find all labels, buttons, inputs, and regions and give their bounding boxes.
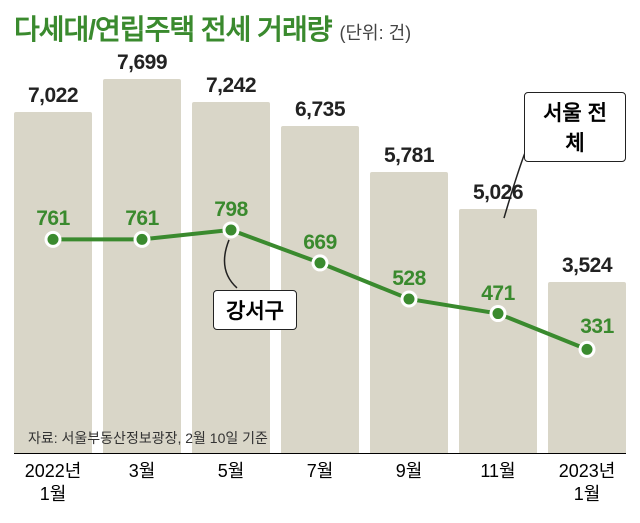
chart-unit: (단위: 건) xyxy=(339,19,411,45)
line-value-label: 331 xyxy=(580,315,614,339)
x-axis-label: 3월 xyxy=(129,460,156,483)
chart-title: 다세대/연립주택 전세 거래량 xyxy=(14,8,331,48)
x-axis-label: 5월 xyxy=(218,460,245,483)
callout-leader xyxy=(225,240,238,288)
line-marker xyxy=(402,292,416,306)
line-marker xyxy=(313,256,327,270)
line-value-label: 761 xyxy=(125,207,159,231)
x-axis-label: 11월 xyxy=(480,460,515,483)
line-value-label: 761 xyxy=(36,207,70,231)
line-value-label: 798 xyxy=(214,198,248,222)
x-axis-label: 7월 xyxy=(307,460,334,483)
line-marker xyxy=(46,232,60,246)
line-marker xyxy=(135,232,149,246)
chart-area: 3,5245,0265,7816,7357,2427,6997,022 7617… xyxy=(14,56,626,454)
line-value-label: 528 xyxy=(392,267,426,291)
x-axis-labels: 2022년 1월 3월 5월 7월 9월 11월 2023년 1월 xyxy=(14,460,626,520)
source-text: 자료: 서울부동산정보광장, 2월 10일 기준 xyxy=(28,428,268,448)
callout-seoul-total: 서울 전체 xyxy=(524,92,626,162)
line-marker xyxy=(224,223,238,237)
x-axis-label: 2023년 1월 xyxy=(559,460,616,505)
line-marker xyxy=(580,342,594,356)
x-axis-label: 9월 xyxy=(396,460,423,483)
callout-gangseo: 강서구 xyxy=(213,290,297,330)
title-row: 다세대/연립주택 전세 거래량 (단위: 건) xyxy=(14,8,411,48)
x-axis-label: 2022년 1월 xyxy=(25,460,82,505)
line-value-label: 669 xyxy=(303,231,337,255)
line-marker xyxy=(491,307,505,321)
line-value-label: 471 xyxy=(481,282,515,306)
